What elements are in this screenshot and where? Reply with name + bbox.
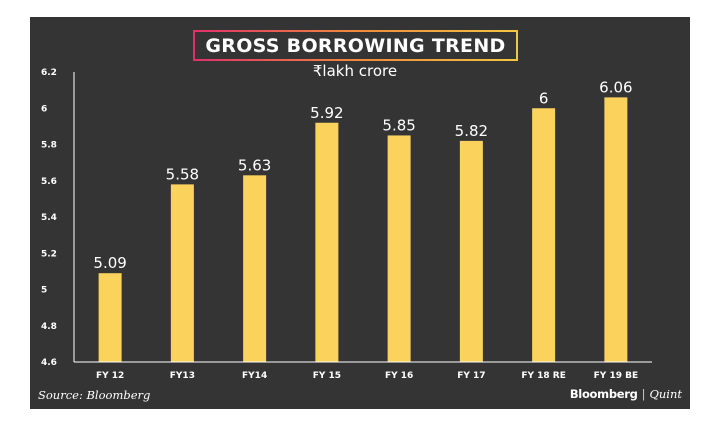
data-label: 5.92	[310, 104, 343, 122]
bar	[604, 97, 628, 362]
bars: 5.09 5.58 5.63 5.92 5.85 5.82 6 6.06	[93, 78, 633, 362]
y-tick-label: 4.8	[41, 322, 57, 332]
data-label: 5.63	[238, 156, 271, 174]
bar	[243, 175, 267, 362]
y-tick-label: 5.6	[41, 177, 57, 187]
brand-separator: |	[641, 387, 646, 401]
y-axis: 4.6 4.8 5 5.2 5.4 5.6 5.8 6 6.2	[41, 68, 75, 368]
y-tick-label: 5.2	[41, 249, 57, 259]
brand-logo: Bloomberg | Quint	[570, 387, 682, 401]
data-label: 5.09	[93, 254, 126, 272]
brand-bloomberg: Bloomberg	[569, 387, 638, 401]
y-tick-label: 5.4	[41, 213, 57, 223]
brand-quint: Quint	[649, 387, 682, 401]
y-tick-label: 6	[41, 104, 47, 114]
x-tick-label: FY13	[170, 371, 195, 381]
y-tick-label: 4.6	[41, 358, 57, 368]
bar	[387, 135, 411, 362]
x-tick-label: FY 18 RE	[521, 371, 566, 381]
data-label: 5.85	[382, 116, 415, 134]
bar	[459, 140, 483, 362]
chart-subtitle: ₹lakh crore	[312, 62, 398, 80]
chart-card: 4.6 4.8 5 5.2 5.4 5.6 5.8 6 6.2 5.09 5.58 5.63 5.92…	[30, 17, 690, 409]
x-tick-label: FY 12	[96, 371, 124, 381]
bar-chart: 4.6 4.8 5 5.2 5.4 5.6 5.8 6 6.2 5.09 5.58 5.63 5.92…	[41, 68, 652, 381]
x-tick-label: FY14	[242, 371, 267, 381]
data-label: 6.06	[599, 78, 632, 96]
data-label: 5.82	[455, 122, 488, 140]
data-label: 6	[539, 89, 549, 107]
source-note: Source: Bloomberg	[38, 388, 151, 402]
x-tick-label: FY 19 BE	[594, 371, 638, 381]
bar	[315, 122, 339, 362]
bar	[98, 273, 122, 362]
chart-title: GROSS BORROWING TREND	[205, 34, 506, 57]
x-axis: FY 12 FY13 FY14 FY 15 FY 16 FY 17 FY 18 RE FY 1…	[74, 361, 652, 381]
bar	[170, 184, 194, 362]
x-tick-label: FY 15	[313, 371, 341, 381]
y-tick-label: 6.2	[41, 68, 57, 78]
y-tick-label: 5	[41, 286, 47, 296]
title-frame: GROSS BORROWING TREND	[193, 30, 518, 61]
x-tick-label: FY 17	[457, 371, 485, 381]
data-label: 5.58	[166, 165, 199, 183]
y-tick-label: 5.8	[41, 141, 57, 151]
x-tick-label: FY 16	[385, 371, 413, 381]
bar	[532, 108, 556, 362]
